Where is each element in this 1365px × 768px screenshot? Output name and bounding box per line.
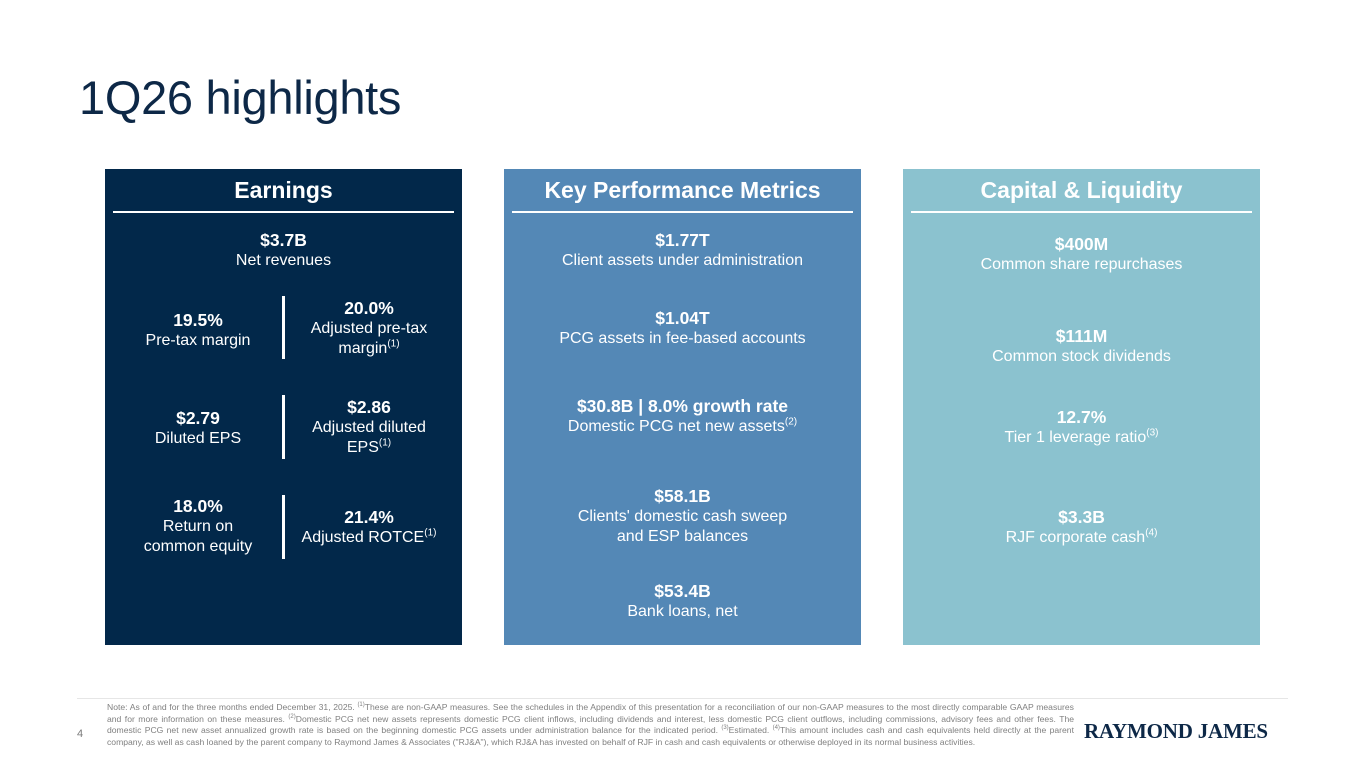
cash-sweep-metric: $58.1B Clients' domestic cash sweep and …: [504, 485, 861, 547]
adj-pretax-margin-label-2: margin: [338, 340, 388, 357]
bank-loans-metric: $53.4B Bank loans, net: [504, 580, 861, 622]
share-repurchases-metric: $400M Common share repurchases: [903, 233, 1260, 275]
stock-dividends-metric: $111M Common stock dividends: [903, 325, 1260, 367]
pretax-margin-value: 19.5%: [173, 310, 223, 330]
pretax-margin-label: Pre-tax margin: [145, 332, 251, 349]
adj-pretax-margin-value: 20.0%: [344, 298, 394, 318]
fee-based-assets-value: $1.04T: [655, 308, 710, 328]
tier1-leverage-label: Tier 1 leverage ratio: [1004, 429, 1147, 446]
metric-divider: [282, 395, 285, 459]
cash-sweep-value: $58.1B: [654, 486, 711, 506]
footnote-ref: (1): [378, 437, 392, 449]
adj-pretax-margin-metric: 20.0% Adjusted pre-tax margin(1): [284, 297, 454, 359]
capital-liquidity-panel: Capital & Liquidity $400M Common share r…: [903, 169, 1260, 645]
adj-diluted-eps-metric: $2.86 Adjusted diluted EPS(1): [284, 396, 454, 458]
adj-diluted-eps-value: $2.86: [347, 397, 391, 417]
page-title: 1Q26 highlights: [79, 71, 402, 124]
fee-based-assets-metric: $1.04T PCG assets in fee-based accounts: [504, 307, 861, 349]
capital-heading: Capital & Liquidity: [980, 177, 1183, 203]
share-repurchases-label: Common share repurchases: [980, 256, 1183, 273]
net-revenues-metric: $3.7B Net revenues: [105, 229, 462, 271]
roe-label: Return on: [162, 518, 234, 535]
adj-rotce-label: Adjusted ROTCE: [301, 529, 425, 546]
fee-based-assets-label: PCG assets in fee-based accounts: [559, 330, 806, 347]
adj-rotce-metric: 21.4% Adjusted ROTCE(1): [284, 506, 454, 548]
footnote-ref: (3): [1146, 427, 1159, 439]
bank-loans-value: $53.4B: [654, 581, 711, 601]
metric-divider: [282, 296, 285, 359]
footnote-ref: (2): [784, 416, 798, 428]
kpm-heading: Key Performance Metrics: [544, 177, 821, 203]
diluted-eps-value: $2.79: [176, 408, 220, 428]
tier1-leverage-value: 12.7%: [1056, 407, 1107, 427]
stock-dividends-value: $111M: [1055, 326, 1108, 346]
corporate-cash-metric: $3.3B RJF corporate cash(4): [903, 506, 1260, 548]
client-assets-value: $1.77T: [655, 230, 710, 250]
corporate-cash-label: RJF corporate cash: [1005, 529, 1146, 546]
cash-sweep-label-2: and ESP balances: [616, 528, 749, 545]
roe-metric: 18.0% Return on common equity: [113, 495, 283, 557]
roe-label-2: common equity: [143, 538, 253, 555]
page-number: 4: [77, 728, 84, 740]
share-repurchases-value: $400M: [1054, 234, 1109, 254]
client-assets-metric: $1.77T Client assets under administratio…: [504, 229, 861, 271]
net-revenues-label: Net revenues: [235, 252, 332, 269]
diluted-eps-metric: $2.79 Diluted EPS: [113, 407, 283, 449]
raymond-james-logo: RAYMOND JAMES: [1084, 719, 1268, 743]
tier1-leverage-metric: 12.7% Tier 1 leverage ratio(3): [903, 406, 1260, 448]
capital-divider: [911, 211, 1252, 213]
corporate-cash-value: $3.3B: [1058, 507, 1105, 527]
footnote-text: Note: As of and for the three months end…: [107, 702, 1074, 747]
earnings-heading: Earnings: [234, 177, 333, 203]
adj-pretax-margin-label: Adjusted pre-tax: [310, 320, 428, 337]
footnote-ref: (1): [387, 338, 400, 350]
client-assets-label: Client assets under administration: [561, 252, 803, 269]
earnings-panel: Earnings $3.7B Net revenues 19.5% Pre-ta…: [105, 169, 462, 645]
net-new-assets-value: $30.8B | 8.0% growth rate: [576, 396, 789, 416]
kpm-divider: [512, 211, 853, 213]
cash-sweep-label: Clients' domestic cash sweep: [577, 508, 788, 525]
net-revenues-value: $3.7B: [260, 230, 307, 250]
footnote-ref: (4): [1145, 527, 1158, 539]
footer-divider: [77, 698, 1288, 699]
key-performance-metrics-panel: Key Performance Metrics $1.77T Client as…: [504, 169, 861, 645]
adj-diluted-eps-label: Adjusted diluted: [312, 419, 426, 436]
net-new-assets-label: Domestic PCG net new assets: [567, 418, 785, 435]
pretax-margin-metric: 19.5% Pre-tax margin: [113, 309, 283, 351]
diluted-eps-label: Diluted EPS: [154, 430, 242, 447]
footnote-ref: (1): [424, 527, 437, 539]
adj-diluted-eps-label-2: EPS: [346, 439, 379, 456]
bank-loans-label: Bank loans, net: [627, 603, 738, 620]
adj-rotce-value: 21.4%: [344, 507, 394, 527]
metric-divider: [282, 495, 285, 559]
earnings-divider: [113, 211, 454, 213]
stock-dividends-label: Common stock dividends: [992, 348, 1171, 365]
roe-value: 18.0%: [173, 496, 223, 516]
net-new-assets-metric: $30.8B | 8.0% growth rate Domestic PCG n…: [504, 395, 861, 437]
